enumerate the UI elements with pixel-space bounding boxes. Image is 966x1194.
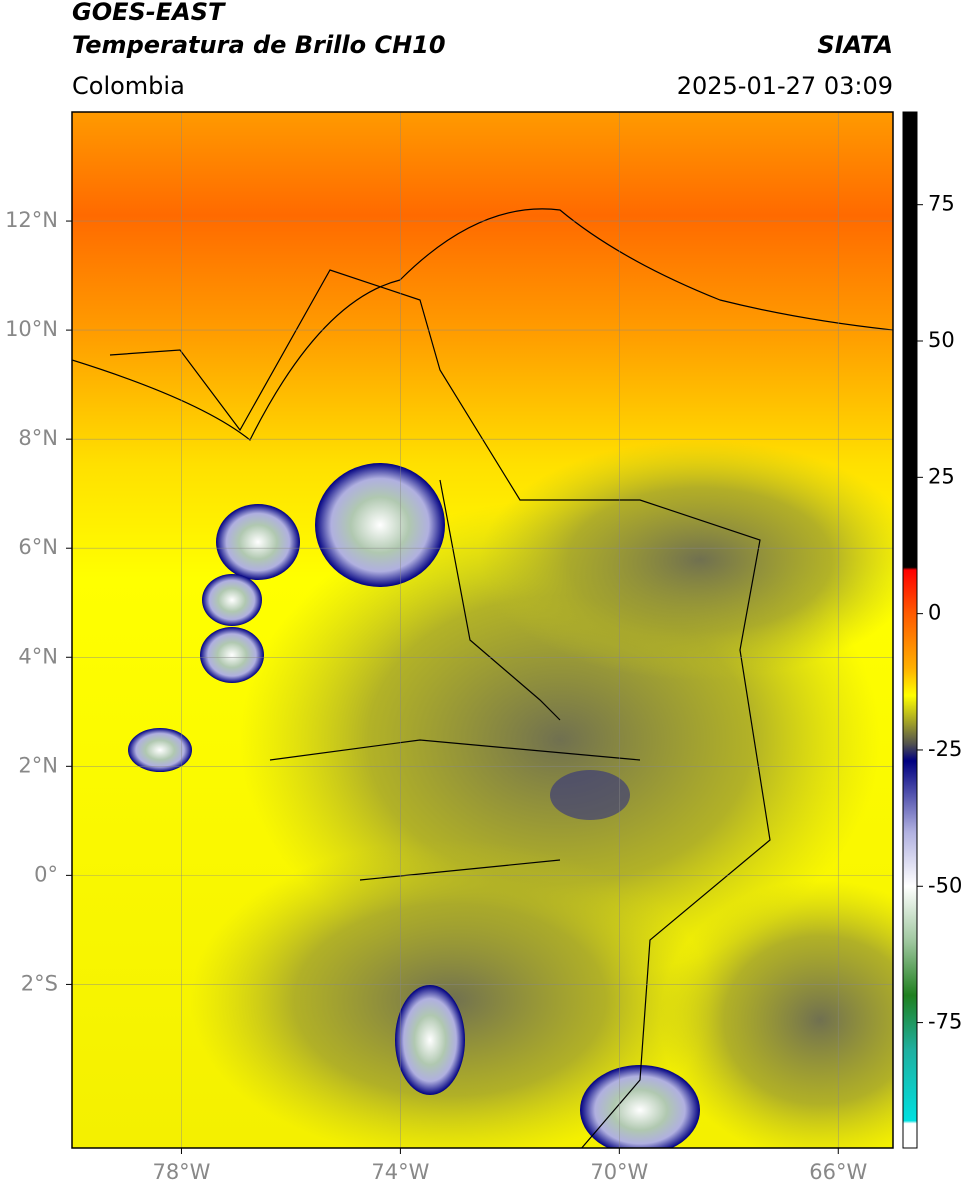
datetime: 2025-01-27 03:09 bbox=[677, 72, 893, 100]
colorbar-label: 0 bbox=[928, 601, 941, 625]
source: SIATA bbox=[817, 31, 893, 59]
colorbar bbox=[902, 111, 918, 1149]
y-tick-label: 0° bbox=[34, 862, 58, 886]
subtitle: Temperatura de Brillo CH10 bbox=[72, 31, 446, 59]
y-tick-label: 12°N bbox=[5, 208, 58, 232]
region: Colombia bbox=[72, 72, 185, 100]
colorbar-label: 25 bbox=[928, 464, 955, 488]
title: GOES-EAST bbox=[72, 0, 226, 26]
y-tick-label: 2°S bbox=[21, 971, 58, 995]
x-tick-label: 74°W bbox=[371, 1160, 429, 1184]
x-tick-label: 66°W bbox=[809, 1160, 867, 1184]
y-tick-label: 4°N bbox=[18, 644, 58, 668]
x-tick-label: 78°W bbox=[152, 1160, 210, 1184]
y-tick-label: 6°N bbox=[18, 535, 58, 559]
satellite-image bbox=[72, 112, 893, 1148]
colorbar-label: -75 bbox=[928, 1010, 962, 1034]
x-tick-label: 70°W bbox=[590, 1160, 648, 1184]
colorbar-label: 50 bbox=[928, 328, 955, 352]
y-tick-label: 2°N bbox=[18, 753, 58, 777]
y-tick-label: 10°N bbox=[5, 317, 58, 341]
y-tick-label: 8°N bbox=[18, 426, 58, 450]
colorbar-label: -50 bbox=[928, 873, 962, 897]
colorbar-label: 75 bbox=[928, 192, 955, 216]
map-frame bbox=[71, 111, 894, 1149]
colorbar-label: -25 bbox=[928, 737, 962, 761]
